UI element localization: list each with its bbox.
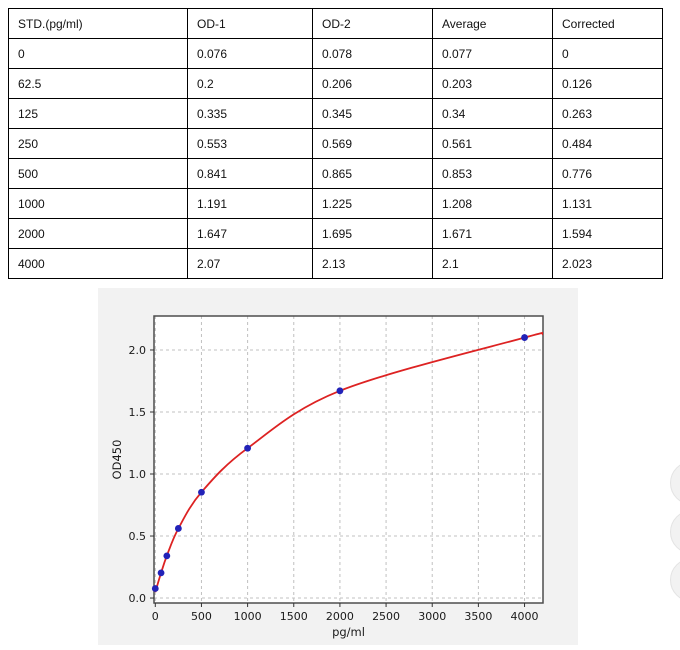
floating-button-icon[interactable] <box>670 510 680 554</box>
standard-curve-plot: 0 500 1000 1500 2000 2500 3000 3500 4000 0.0 0.5 1.… <box>110 315 544 639</box>
table-row: 125 0.335 0.345 0.34 0.263 <box>8 98 663 129</box>
table-row: 250 0.553 0.569 0.561 0.484 <box>8 128 663 159</box>
cell-od2: 0.206 <box>312 68 433 99</box>
cell-std: 4000 <box>8 248 188 279</box>
plot-border <box>153 315 544 604</box>
y-tick-label: 0.5 <box>129 530 147 543</box>
cell-od2: 2.13 <box>312 248 433 279</box>
data-point-marker <box>174 525 182 532</box>
cell-std: 62.5 <box>8 68 188 99</box>
plot-area <box>154 316 543 603</box>
fitted-curve <box>154 331 543 593</box>
cell-average: 0.077 <box>432 38 553 69</box>
cell-od1: 0.841 <box>187 158 313 189</box>
cell-od1: 0.553 <box>187 128 313 159</box>
x-tick-label: 500 <box>191 610 212 623</box>
cell-std: 125 <box>8 98 188 129</box>
cell-std: 500 <box>8 158 188 189</box>
cell-average: 1.671 <box>432 218 553 249</box>
cell-od1: 1.647 <box>187 218 313 249</box>
cell-average: 0.203 <box>432 68 553 99</box>
y-tick-label: 2.0 <box>129 344 147 357</box>
x-axis-label: pg/ml <box>332 625 365 639</box>
cell-od2: 0.569 <box>312 128 433 159</box>
cell-corrected: 1.131 <box>552 188 663 219</box>
cell-std: 0 <box>8 38 188 69</box>
cell-std: 2000 <box>8 218 188 249</box>
cell-average: 0.561 <box>432 128 553 159</box>
col-header-corrected: Corrected <box>552 8 663 39</box>
standard-curve-figure: 0 500 1000 1500 2000 2500 3000 3500 4000 0.0 0.5 1.… <box>98 288 578 645</box>
data-point-marker <box>151 585 159 592</box>
y-tick-label: 0.0 <box>129 592 147 605</box>
table-row: 2000 1.647 1.695 1.671 1.594 <box>8 218 663 249</box>
cell-average: 2.1 <box>432 248 553 279</box>
cell-corrected: 0 <box>552 38 663 69</box>
col-header-average: Average <box>432 8 553 39</box>
data-point-marker <box>163 552 171 560</box>
cell-corrected: 1.594 <box>552 218 663 249</box>
cell-corrected: 2.023 <box>552 248 663 279</box>
cell-od2: 0.865 <box>312 158 433 189</box>
cell-od2: 0.078 <box>312 38 433 69</box>
table-row: 62.5 0.2 0.206 0.203 0.126 <box>8 68 663 99</box>
data-point-marker <box>157 569 165 577</box>
cell-average: 0.853 <box>432 158 553 189</box>
tick-labels: 0 500 1000 1500 2000 2500 3000 3500 4000 0.0 0.5 1.… <box>129 344 539 623</box>
cell-std: 250 <box>8 128 188 159</box>
floating-button-icon[interactable] <box>670 558 680 602</box>
x-tick-label: 3500 <box>464 610 492 623</box>
table-row: 1000 1.191 1.225 1.208 1.131 <box>8 188 663 219</box>
data-point-marker <box>198 488 205 496</box>
col-header-std: STD.(pg/ml) <box>8 8 188 39</box>
tick-marks <box>150 349 526 607</box>
cell-od2: 1.695 <box>312 218 433 249</box>
data-point-marker <box>336 387 344 395</box>
col-header-od1: OD-1 <box>187 8 313 39</box>
x-tick-label: 2000 <box>326 610 354 623</box>
table-header-row: STD.(pg/ml) OD-1 OD-2 Average Corrected <box>8 8 663 39</box>
standards-table: STD.(pg/ml) OD-1 OD-2 Average Corrected … <box>8 8 663 279</box>
data-points <box>151 334 528 592</box>
data-point-marker <box>244 444 252 452</box>
cell-od1: 0.076 <box>187 38 313 69</box>
data-point-marker <box>521 334 528 341</box>
y-axis-label: OD450 <box>110 440 124 480</box>
floating-button-icon[interactable] <box>670 461 680 505</box>
x-tick-label: 1000 <box>234 610 262 623</box>
table-row: 500 0.841 0.865 0.853 0.776 <box>8 158 663 189</box>
cell-corrected: 0.776 <box>552 158 663 189</box>
x-tick-label: 3000 <box>418 610 446 623</box>
x-tick-label: 0 <box>152 610 159 623</box>
x-tick-label: 1500 <box>280 610 308 623</box>
cell-od1: 0.335 <box>187 98 313 129</box>
y-tick-label: 1.0 <box>129 468 147 481</box>
cell-od1: 1.191 <box>187 188 313 219</box>
x-tick-label: 2500 <box>372 610 400 623</box>
cell-corrected: 0.263 <box>552 98 663 129</box>
cell-od1: 0.2 <box>187 68 313 99</box>
col-header-od2: OD-2 <box>312 8 433 39</box>
table-row: 0 0.076 0.078 0.077 0 <box>8 38 663 69</box>
cell-corrected: 0.484 <box>552 128 663 159</box>
cell-od2: 1.225 <box>312 188 433 219</box>
cell-std: 1000 <box>8 188 188 219</box>
y-tick-label: 1.5 <box>129 406 147 419</box>
cell-average: 1.208 <box>432 188 553 219</box>
table-row: 4000 2.07 2.13 2.1 2.023 <box>8 248 663 279</box>
cell-corrected: 0.126 <box>552 68 663 99</box>
cell-od1: 2.07 <box>187 248 313 279</box>
cell-od2: 0.345 <box>312 98 433 129</box>
cell-average: 0.34 <box>432 98 553 129</box>
x-tick-label: 4000 <box>511 610 539 623</box>
